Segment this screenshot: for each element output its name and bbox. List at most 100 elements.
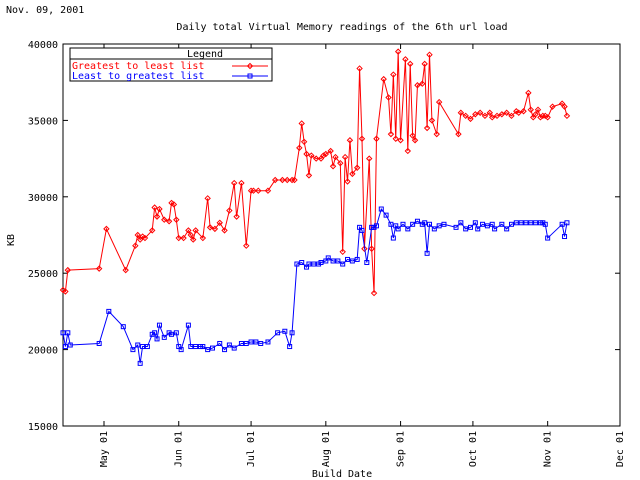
data-point [545,235,551,241]
data-point [468,224,474,230]
x-tick-label: May 01 [99,431,110,467]
data-point [455,130,462,138]
data-point [409,132,416,139]
data-point [549,103,556,110]
data-point [291,176,298,184]
data-point [542,221,548,227]
data-point [441,221,447,227]
data-point [534,106,542,113]
data-point [515,109,522,116]
x-tick-label: Aug 01 [321,431,332,467]
data-point [253,339,259,345]
data-point [410,221,416,227]
data-point [462,112,469,120]
data-point [431,226,437,232]
data-point [383,212,389,218]
data-point [345,256,351,262]
data-point [325,255,331,261]
data-point [243,242,250,249]
data-point [527,106,534,113]
data-point [320,152,327,159]
data-point [140,344,146,350]
data-point [287,344,293,350]
data-point [395,226,401,232]
data-point [156,322,162,328]
data-point [134,231,141,239]
data-point [368,245,375,252]
data-point [423,124,431,132]
data-point [563,112,571,120]
data-point [173,330,179,336]
data-point [271,176,279,184]
data-point [340,261,346,267]
data-point [486,109,493,116]
legend-samples [232,62,268,79]
data-point [288,176,296,184]
data-point [458,220,464,226]
data-point [96,340,102,346]
data-point [306,261,312,267]
data-point [318,260,324,266]
data-point [65,330,71,336]
data-point [380,75,387,83]
data-point [312,155,320,162]
data-point [426,51,433,58]
data-point [246,62,254,70]
data-point [463,226,469,232]
data-point [394,48,402,55]
data-point [354,256,360,262]
y-axis-label: KB [6,234,17,246]
data-point [226,342,232,348]
x-tick-label: Dec 01 [615,431,626,467]
data-point [255,187,262,194]
data-point [476,109,484,116]
x-axis: May 01 Jun 01 Jul 01 Aug 01 Sep 01 Oct 01 Nov … [99,44,626,467]
data-point [414,218,420,224]
data-point [308,152,315,159]
data-point [503,109,510,116]
data-point [230,179,238,187]
data-point [533,220,539,226]
data-point [243,340,249,346]
x-axis-label: Build Date [312,469,372,480]
data-point [250,187,257,194]
data-point [247,73,253,79]
series-layer [59,48,571,366]
data-point [156,205,163,213]
legend: Legend Greatest to least list Least to g… [69,47,273,82]
data-point [433,130,440,138]
data-point [205,347,211,353]
data-point [247,187,255,194]
data-point [120,324,126,330]
data-point [161,334,167,340]
data-point [504,226,510,232]
data-point [296,144,303,152]
data-point [298,120,305,127]
data-point [170,201,178,208]
data-point [103,225,110,233]
data-point [489,221,495,227]
data-point [480,221,486,227]
data-point [193,344,199,350]
data-point [327,147,334,155]
data-point [498,111,506,118]
data-point [492,226,498,232]
data-point [329,163,337,170]
data-point [539,112,547,120]
x-tick-label: Nov 01 [543,431,554,467]
data-point [424,250,430,256]
data-point [204,195,211,202]
x-tick-label: Sep 01 [396,431,407,467]
data-point [392,135,399,142]
data-point [238,340,244,346]
data-point [130,347,136,353]
data-point [525,89,532,97]
data-point [187,231,195,239]
data-point [364,260,370,266]
data-point [518,220,524,226]
data-point [294,261,300,267]
data-point [390,71,397,78]
data-point [358,135,366,142]
data-point [523,220,529,226]
data-point [151,204,158,211]
